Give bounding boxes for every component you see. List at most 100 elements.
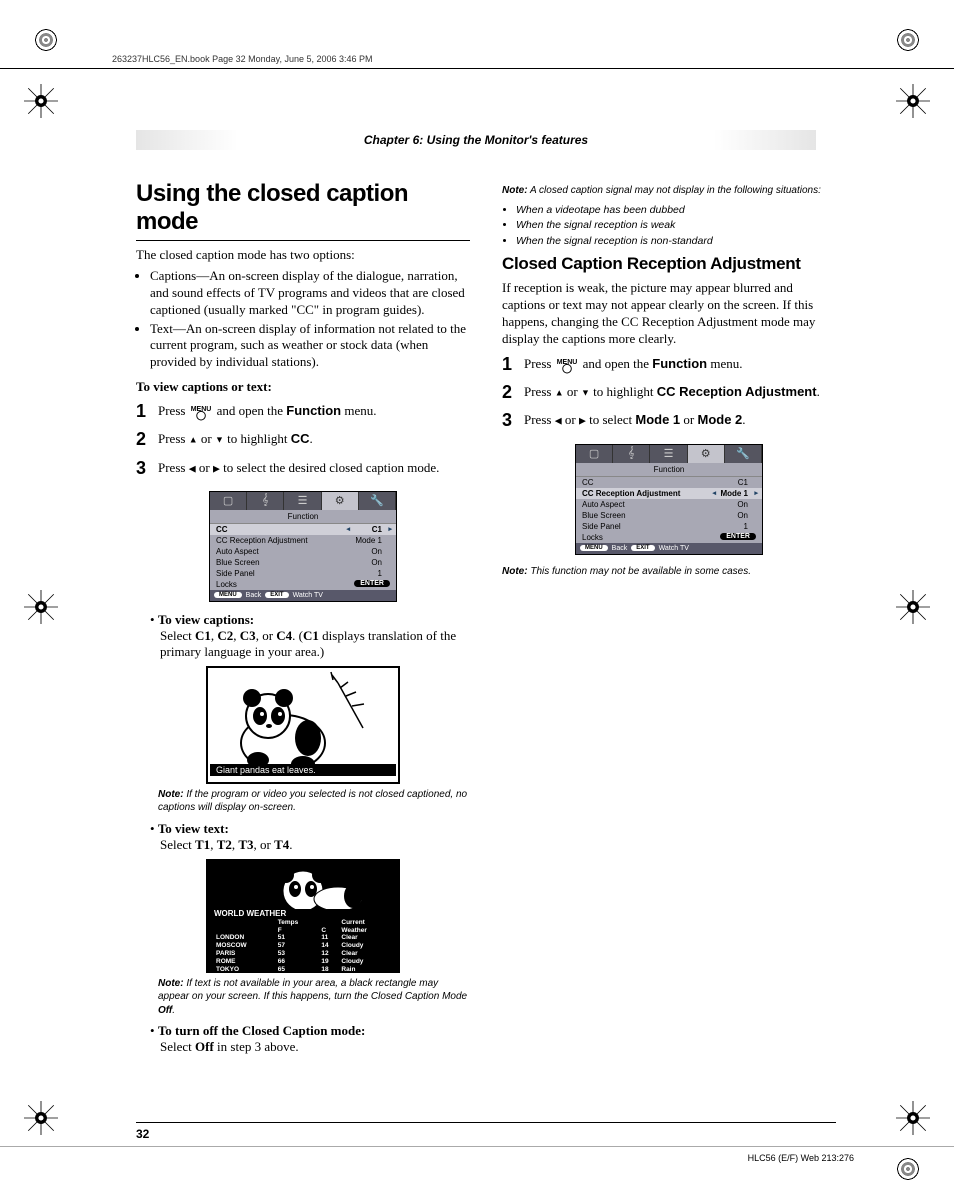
osd-row: Side Panel1 [210,568,396,579]
osd-title: Function [576,463,762,477]
starburst-icon [896,1101,930,1135]
page: 263237HLC56_EN.book Page 32 Monday, June… [0,0,954,1193]
section-title: Using the closed caption mode [136,180,470,241]
step-text: Press ▲ or ▼ to highlight CC Reception A… [524,380,820,401]
regmark-icon [894,26,922,54]
osd-row: LocksENTER [210,579,396,590]
right-triangle-icon: ▶ [213,463,220,473]
note-right-2: Note: This function may not be available… [502,565,836,579]
osd-tab-icon: ⚙ [688,445,725,463]
starburst-icon [896,590,930,624]
header-filename: 263237HLC56_EN.book Page 32 Monday, June… [112,54,373,64]
starburst-icon [896,84,930,118]
osd-row: CC Reception AdjustmentMode 1 [210,535,396,546]
osd-menu-2: ▢ 𝄞 ☰ ⚙ 🔧 Function CCC1CC Reception Adju… [575,444,763,555]
osd-tab-icon: ▢ [210,492,247,510]
turn-off-block: • To turn off the Closed Caption mode: S… [150,1023,470,1055]
step-text: Press MENU◯ and open the Function menu. [524,352,743,373]
note-1: Note: If the program or video you select… [158,788,470,815]
osd-row: CC Reception Adjustment◂Mode 1▸ [576,488,762,499]
osd-tab-icon: 𝄞 [247,492,284,510]
starburst-icon [24,1101,58,1135]
list-item: When the signal reception is non-standar… [516,235,836,249]
intro-text: The closed caption mode has two options: [136,247,470,264]
weather-table: TempsCurrent FCWeather LONDON5111ClearMO… [214,919,392,974]
note-2: Note: If text is not available in your a… [158,977,470,1018]
osd-title: Function [210,510,396,524]
step-number: 2 [136,427,158,452]
step-item: 2 Press ▲ or ▼ to highlight CC Reception… [502,380,836,405]
osd-row: CCC1 [576,477,762,488]
crop-bottom-line [0,1146,954,1147]
right-triangle-icon: ▶ [579,416,586,426]
view-captions-block: • To view captions: Select C1, C2, C3, o… [150,612,470,660]
osd-tab-icon: 🔧 [359,492,396,510]
left-triangle-icon: ◀ [189,463,196,473]
step-item: 1 Press MENU◯ and open the Function menu… [502,352,836,377]
osd-footer: MENUBack EXITWatch TV [210,590,396,601]
osd-row: LocksENTER [576,532,762,543]
regmark-icon [894,1155,922,1183]
menu-button-icon: MENU◯ [191,406,212,418]
step-text: Press ▲ or ▼ to highlight CC. [158,427,313,448]
up-triangle-icon: ▲ [189,435,198,445]
step-list: 1 Press MENU◯ and open the Function menu… [136,399,470,481]
column-left: Using the closed caption mode The closed… [136,180,470,1059]
starburst-icon [24,590,58,624]
view-text-block: • To view text: Select T1, T2, T3, or T4… [150,821,470,853]
situations-list: When a videotape has been dubbed When th… [502,204,836,249]
subsection-title: Closed Caption Reception Adjustment [502,254,836,274]
up-triangle-icon: ▲ [555,388,564,398]
osd-tab-icon: ☰ [650,445,687,463]
osd-menu-1: ▢ 𝄞 ☰ ⚙ 🔧 Function CC◂C1▸CC Reception Ad… [209,491,397,602]
left-triangle-icon: ◀ [555,416,562,426]
osd-row: CC◂C1▸ [210,524,396,535]
step-number: 2 [502,380,524,405]
regmark-icon [32,26,60,54]
weather-title: WORLD WEATHER [214,909,286,918]
step-item: 1 Press MENU◯ and open the Function menu… [136,399,470,424]
column-right: Note: A closed caption signal may not di… [502,180,836,1059]
starburst-icon [24,84,58,118]
osd-tab-icon: ▢ [576,445,613,463]
content-columns: Using the closed caption mode The closed… [136,180,836,1059]
osd-row: Side Panel1 [576,521,762,532]
menu-button-icon: MENU◯ [557,359,578,371]
osd-row: Auto AspectOn [210,546,396,557]
osd-tab-icon: ⚙ [322,492,359,510]
crop-top-line [0,68,954,69]
step-item: 2 Press ▲ or ▼ to highlight CC. [136,427,470,452]
step-number: 3 [502,408,524,433]
step-item: 3 Press ◀ or ▶ to select the desired clo… [136,456,470,481]
step-text: Press ◀ or ▶ to select the desired close… [158,456,439,477]
panda-illustration: Giant pandas eat leaves. [206,666,400,784]
osd-row: Blue ScreenOn [576,510,762,521]
note-situations: Note: A closed caption signal may not di… [502,184,836,198]
step-list-right: 1 Press MENU◯ and open the Function menu… [502,352,836,434]
list-item: When the signal reception is weak [516,219,836,233]
step-number: 3 [136,456,158,481]
down-triangle-icon: ▼ [581,388,590,398]
subsection-para: If reception is weak, the picture may ap… [502,280,836,348]
osd-row: Blue ScreenOn [210,557,396,568]
osd-tab-icon: ☰ [284,492,321,510]
osd-tab-icon: 🔧 [725,445,762,463]
list-item: Captions—An on-screen display of the dia… [150,268,470,319]
step-number: 1 [502,352,524,377]
osd-footer: MENUBack EXITWatch TV [576,543,762,554]
down-triangle-icon: ▼ [215,435,224,445]
osd-tabs: ▢ 𝄞 ☰ ⚙ 🔧 [210,492,396,510]
howto-heading: To view captions or text: [136,379,470,395]
options-list: Captions—An on-screen display of the dia… [136,268,470,371]
step-text: Press MENU◯ and open the Function menu. [158,399,377,420]
page-number: 32 [136,1122,836,1141]
osd-row: Auto AspectOn [576,499,762,510]
weather-illustration: WORLD WEATHER TempsCurrent FCWeather LON… [206,859,400,973]
osd-tab-icon: 𝄞 [613,445,650,463]
step-item: 3 Press ◀ or ▶ to select Mode 1 or Mode … [502,408,836,433]
osd-tabs: ▢ 𝄞 ☰ ⚙ 🔧 [576,445,762,463]
chapter-title: Chapter 6: Using the Monitor's features [136,130,816,150]
step-number: 1 [136,399,158,424]
step-text: Press ◀ or ▶ to select Mode 1 or Mode 2. [524,408,746,429]
footer-code: HLC56 (E/F) Web 213:276 [748,1153,854,1163]
